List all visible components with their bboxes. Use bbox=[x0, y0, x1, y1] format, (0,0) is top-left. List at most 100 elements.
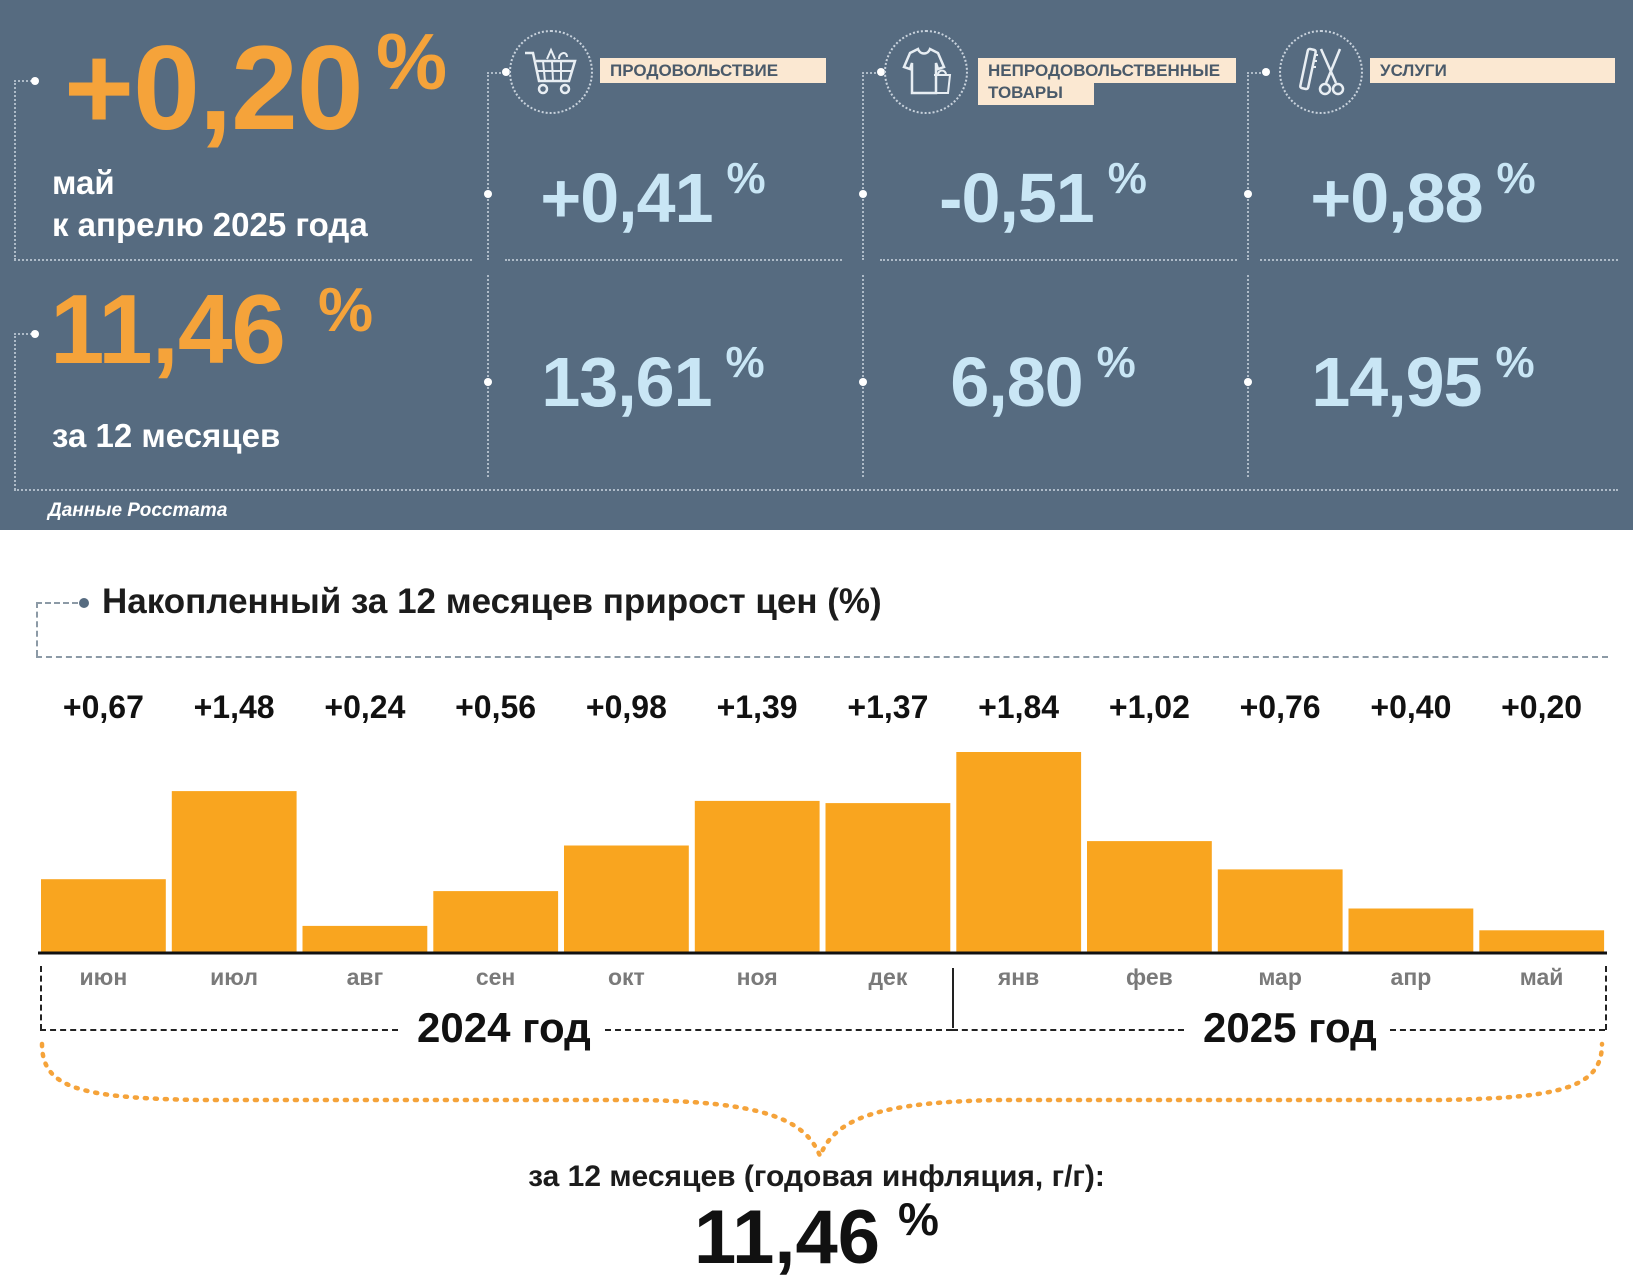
food-annual-number: 13,61 bbox=[541, 343, 712, 421]
divider bbox=[952, 1029, 1184, 1031]
services-monthly-unit: % bbox=[1496, 154, 1536, 203]
divider bbox=[880, 259, 1237, 261]
year-separator bbox=[952, 968, 954, 1028]
annual-summary-label: за 12 месяцев (годовая инфляция, г/г): bbox=[528, 1160, 1105, 1193]
bar-value-label: +0,67 bbox=[63, 689, 144, 725]
connector-dot bbox=[31, 77, 39, 85]
connector-dot bbox=[31, 330, 39, 338]
food-monthly-unit: % bbox=[726, 154, 766, 203]
shopping-cart-icon bbox=[509, 30, 593, 114]
connector-dot bbox=[859, 190, 867, 198]
divider bbox=[1247, 275, 1249, 477]
category-label-nonfood: НЕПРОДОВОЛЬСТВЕННЫЕ ТОВАРЫ bbox=[978, 58, 1236, 108]
category-label-nonfood-line1: НЕПРОДОВОЛЬСТВЕННЫЕ bbox=[978, 58, 1236, 83]
bar-value-label: +0,40 bbox=[1370, 689, 1451, 725]
bar-value-label: +1,48 bbox=[194, 689, 275, 725]
nonfood-annual-value: 6,80 % bbox=[853, 341, 1233, 418]
month-tick-label: дек bbox=[868, 964, 907, 990]
annual-summary-number: 11,46 bbox=[694, 1195, 881, 1280]
bar-фев bbox=[1087, 841, 1212, 952]
bar-value-label: +0,56 bbox=[455, 689, 536, 725]
monthly-inflation-value: +0,20 bbox=[64, 21, 364, 155]
month-tick-label: май bbox=[1520, 964, 1564, 990]
bar-value-label: +0,76 bbox=[1240, 689, 1321, 725]
food-annual-value: 13,61 % bbox=[463, 341, 843, 421]
divider bbox=[36, 602, 78, 604]
month-tick-label: янв bbox=[997, 964, 1039, 990]
annual-summary-value: 11,46 % bbox=[0, 1195, 1633, 1280]
divider bbox=[14, 489, 1618, 491]
divider bbox=[14, 80, 32, 82]
category-label-nonfood-line2: ТОВАРЫ bbox=[978, 80, 1094, 105]
divider bbox=[1605, 966, 1607, 1030]
bar-value-label: +1,02 bbox=[1109, 689, 1190, 725]
bar-value-label: +0,24 bbox=[324, 689, 405, 725]
month-tick-label: июн bbox=[80, 964, 128, 990]
connector-dot bbox=[877, 68, 885, 76]
divider bbox=[487, 72, 501, 74]
divider bbox=[862, 275, 864, 477]
divider bbox=[1247, 72, 1249, 260]
connector-dot bbox=[484, 378, 492, 386]
divider bbox=[487, 275, 489, 477]
chart-title: Накопленный за 12 месяцев прирост цен (%… bbox=[102, 582, 882, 621]
month-tick-label: ноя bbox=[737, 964, 778, 990]
services-annual-unit: % bbox=[1495, 338, 1535, 387]
bar-value-label: +1,39 bbox=[717, 689, 798, 725]
summary-panel: +0,20 % май к апрелю 2025 года 11,46 % з… bbox=[0, 0, 1633, 530]
summary-brace bbox=[39, 1041, 1605, 1160]
bar-value-label: +0,98 bbox=[586, 689, 667, 725]
annual-period-label: за 12 месяцев bbox=[52, 417, 281, 454]
bar-июн bbox=[41, 879, 166, 952]
month-tick-label: фев bbox=[1126, 964, 1173, 990]
month-tick-label: апр bbox=[1391, 964, 1432, 990]
divider bbox=[14, 333, 16, 490]
divider bbox=[40, 966, 42, 1030]
bar-value-label: +1,84 bbox=[978, 689, 1059, 725]
monthly-bar-chart: +0,67 июн +1,48 июл +0,24 авг +0,56 сен +0,98 окт… bbox=[38, 689, 1607, 990]
connector-dot bbox=[502, 68, 510, 76]
divider bbox=[605, 1029, 952, 1031]
month-tick-label: авг bbox=[347, 964, 384, 990]
services-annual-number: 14,95 bbox=[1311, 343, 1482, 421]
divider bbox=[36, 602, 38, 656]
month-tick-label: сен bbox=[476, 964, 515, 990]
divider bbox=[1390, 1029, 1605, 1031]
bar-мар bbox=[1217, 869, 1343, 952]
annual-inflation-unit: % bbox=[318, 276, 374, 345]
bar-value-label: +1,37 bbox=[847, 689, 928, 725]
food-monthly-number: +0,41 bbox=[540, 159, 713, 237]
monthly-period-line2: к апрелю 2025 года bbox=[52, 206, 368, 243]
services-monthly-number: +0,88 bbox=[1310, 159, 1483, 237]
services-monthly-value: +0,88 % bbox=[1233, 157, 1613, 237]
category-label-food: ПРОДОВОЛЬСТВИЕ bbox=[600, 58, 826, 83]
bar-апр bbox=[1348, 908, 1474, 952]
bar-май bbox=[1479, 930, 1605, 952]
bar-сен bbox=[433, 891, 559, 952]
divider bbox=[14, 333, 32, 335]
bar-дек bbox=[825, 803, 951, 952]
bar-value-label: +0,20 bbox=[1501, 689, 1582, 725]
divider bbox=[40, 1029, 398, 1031]
divider bbox=[1260, 259, 1618, 261]
divider bbox=[14, 259, 472, 261]
divider bbox=[862, 72, 876, 74]
nonfood-monthly-value: -0,51 % bbox=[853, 157, 1233, 234]
divider bbox=[487, 72, 489, 260]
comb-scissors-icon bbox=[1279, 30, 1363, 114]
divider bbox=[1247, 72, 1261, 74]
nonfood-monthly-unit: % bbox=[1107, 154, 1147, 203]
divider bbox=[505, 259, 842, 261]
monthly-inflation-unit: % bbox=[376, 17, 448, 106]
divider bbox=[862, 72, 864, 260]
source-note: Данные Росстата bbox=[48, 500, 228, 521]
connector-dot bbox=[484, 190, 492, 198]
category-label-services: УСЛУГИ bbox=[1370, 58, 1615, 83]
connector-dot bbox=[1244, 190, 1252, 198]
services-annual-value: 14,95 % bbox=[1233, 341, 1613, 421]
bar-авг bbox=[302, 925, 428, 952]
divider bbox=[36, 656, 1608, 658]
month-tick-label: окт bbox=[608, 964, 645, 990]
connector-dot bbox=[1244, 378, 1252, 386]
divider bbox=[14, 80, 16, 260]
